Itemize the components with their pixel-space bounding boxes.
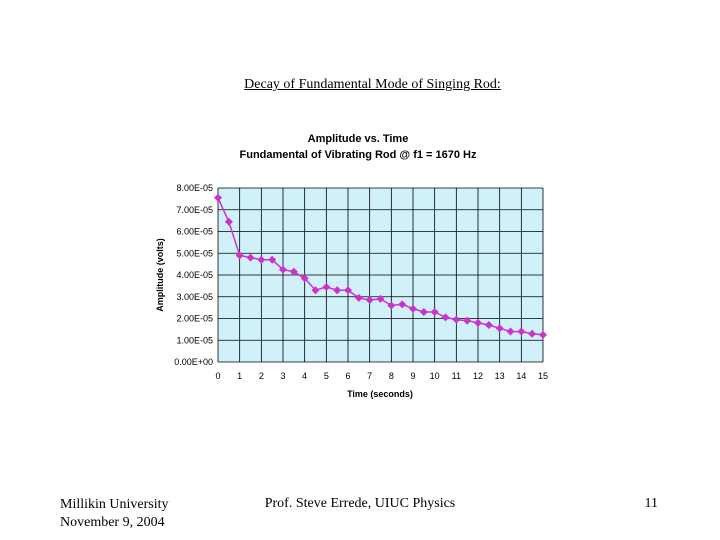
data-point <box>311 286 320 295</box>
data-point <box>495 324 504 333</box>
y-tick-label: 4.00E-05 <box>176 270 213 280</box>
y-axis-label: Amplitude (volts) <box>155 238 165 312</box>
footer-left: Millikin University November 9, 2004 <box>60 496 169 532</box>
y-tick-label: 7.00E-05 <box>176 205 213 215</box>
data-point <box>279 265 287 274</box>
data-point <box>441 313 450 322</box>
data-point <box>300 274 309 283</box>
slide-title: Decay of Fundamental Mode of Singing Rod… <box>244 77 501 92</box>
x-tick-label: 7 <box>367 371 372 381</box>
chart-subtitle: Fundamental of Vibrating Rod @ f1 = 1670… <box>240 149 477 161</box>
data-point <box>344 286 352 295</box>
x-tick-label: 0 <box>215 371 220 381</box>
x-axis-label: Time (seconds) <box>347 389 413 399</box>
chart-title: Amplitude vs. Time <box>308 133 409 145</box>
data-point <box>354 293 363 302</box>
x-tick-label: 1 <box>237 371 242 381</box>
x-tick-label: 15 <box>538 371 548 381</box>
y-tick-label: 5.00E-05 <box>176 248 213 258</box>
y-axis-tick-labels: 0.00E+00 1.00E-05 2.00E-05 3.00E-05 4.00E-05… <box>174 183 213 367</box>
data-point <box>474 318 482 327</box>
x-tick-label: 6 <box>345 371 350 381</box>
x-tick-label: 5 <box>324 371 329 381</box>
data-point <box>517 327 526 336</box>
y-tick-label: 2.00E-05 <box>176 314 213 324</box>
x-tick-label: 4 <box>302 371 307 381</box>
data-point <box>235 251 244 260</box>
data-point <box>322 282 331 291</box>
data-point <box>365 296 374 305</box>
y-tick-label: 3.00E-05 <box>176 292 213 302</box>
data-point <box>430 307 439 316</box>
page-number: 11 <box>644 496 658 511</box>
data-point <box>224 217 233 226</box>
x-tick-label: 3 <box>280 371 285 381</box>
data-point <box>452 315 461 324</box>
x-tick-label: 13 <box>495 371 505 381</box>
y-tick-label: 6.00E-05 <box>176 227 213 237</box>
data-point <box>257 255 266 264</box>
data-point <box>463 316 472 325</box>
x-tick-label: 10 <box>430 371 440 381</box>
x-tick-label: 14 <box>516 371 526 381</box>
data-point <box>214 193 222 202</box>
x-axis-tick-labels: 0 1 2 3 4 5 6 7 8 9 10 11 12 13 14 15 <box>215 371 548 381</box>
data-point <box>387 301 396 310</box>
y-tick-label: 0.00E+00 <box>174 357 213 367</box>
data-point <box>268 255 277 264</box>
y-tick-label: 1.00E-05 <box>176 335 213 345</box>
data-point <box>484 321 493 330</box>
footer-author: Prof. Steve Errede, UIUC Physics <box>264 496 456 511</box>
data-point <box>246 253 255 262</box>
x-tick-label: 9 <box>410 371 415 381</box>
data-point <box>376 294 385 303</box>
data-point <box>539 330 547 339</box>
data-point <box>398 300 407 309</box>
data-point <box>289 267 298 276</box>
data-point <box>333 286 342 295</box>
x-tick-label: 2 <box>259 371 264 381</box>
horizontal-gridlines <box>218 187 543 363</box>
x-tick-label: 12 <box>473 371 483 381</box>
footer-date: November 9, 2004 <box>60 515 165 530</box>
series-points-amplitude <box>214 193 547 339</box>
data-point <box>419 307 428 316</box>
data-point <box>409 304 417 313</box>
data-point <box>528 329 537 338</box>
x-tick-label: 11 <box>452 371 461 381</box>
footer-institution: Millikin University <box>60 497 169 512</box>
x-tick-label: 8 <box>389 371 394 381</box>
y-tick-label: 8.00E-05 <box>176 183 213 193</box>
data-point <box>506 327 515 336</box>
